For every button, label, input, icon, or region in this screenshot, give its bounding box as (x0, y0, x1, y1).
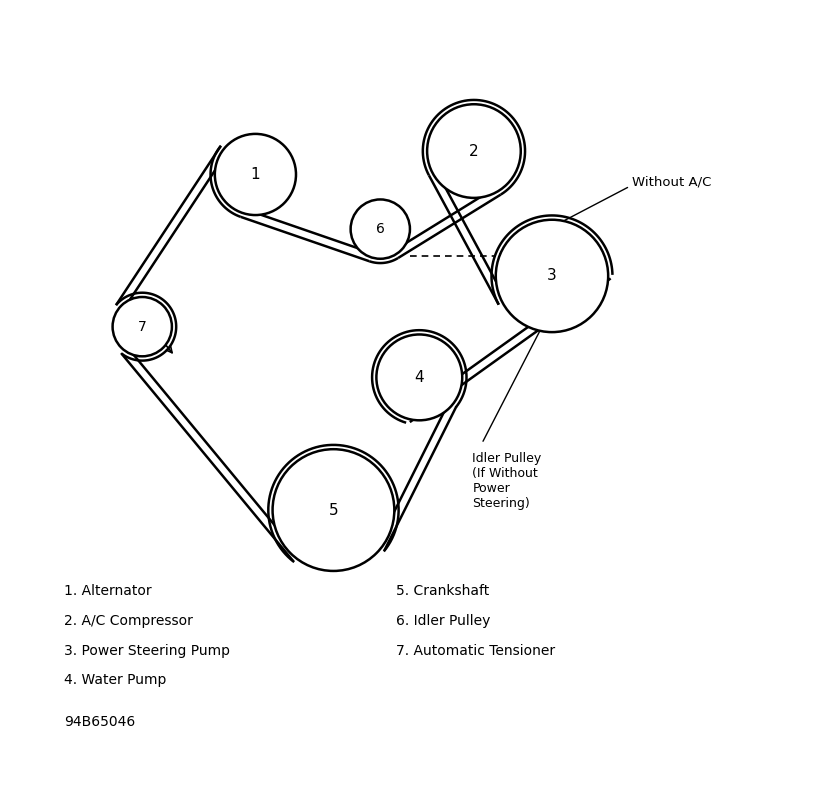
Text: Idler Pulley
(If Without
Power
Steering): Idler Pulley (If Without Power Steering) (472, 451, 542, 509)
Circle shape (215, 134, 296, 215)
Text: 1. Alternator: 1. Alternator (64, 584, 151, 598)
Circle shape (351, 200, 410, 259)
Text: 2. A/C Compressor: 2. A/C Compressor (64, 614, 193, 628)
Text: 6. Idler Pulley: 6. Idler Pulley (396, 614, 491, 628)
Text: 3: 3 (547, 269, 557, 284)
Circle shape (495, 220, 608, 332)
Text: 4. Water Pump: 4. Water Pump (64, 673, 166, 687)
Circle shape (376, 335, 463, 421)
Text: 5. Crankshaft: 5. Crankshaft (396, 584, 489, 598)
Circle shape (427, 105, 521, 198)
Circle shape (113, 297, 172, 356)
Text: 5: 5 (328, 502, 338, 517)
Text: Without A/C: Without A/C (631, 176, 711, 189)
Text: 7. Automatic Tensioner: 7. Automatic Tensioner (396, 644, 555, 658)
Text: 2: 2 (469, 144, 479, 159)
Text: 94B65046: 94B65046 (64, 714, 136, 729)
Text: 4: 4 (415, 370, 424, 385)
Text: 3. Power Steering Pump: 3. Power Steering Pump (64, 644, 230, 658)
Circle shape (272, 449, 394, 571)
Text: 6: 6 (376, 222, 384, 236)
Text: 7: 7 (138, 320, 146, 334)
Text: 1: 1 (250, 167, 260, 182)
